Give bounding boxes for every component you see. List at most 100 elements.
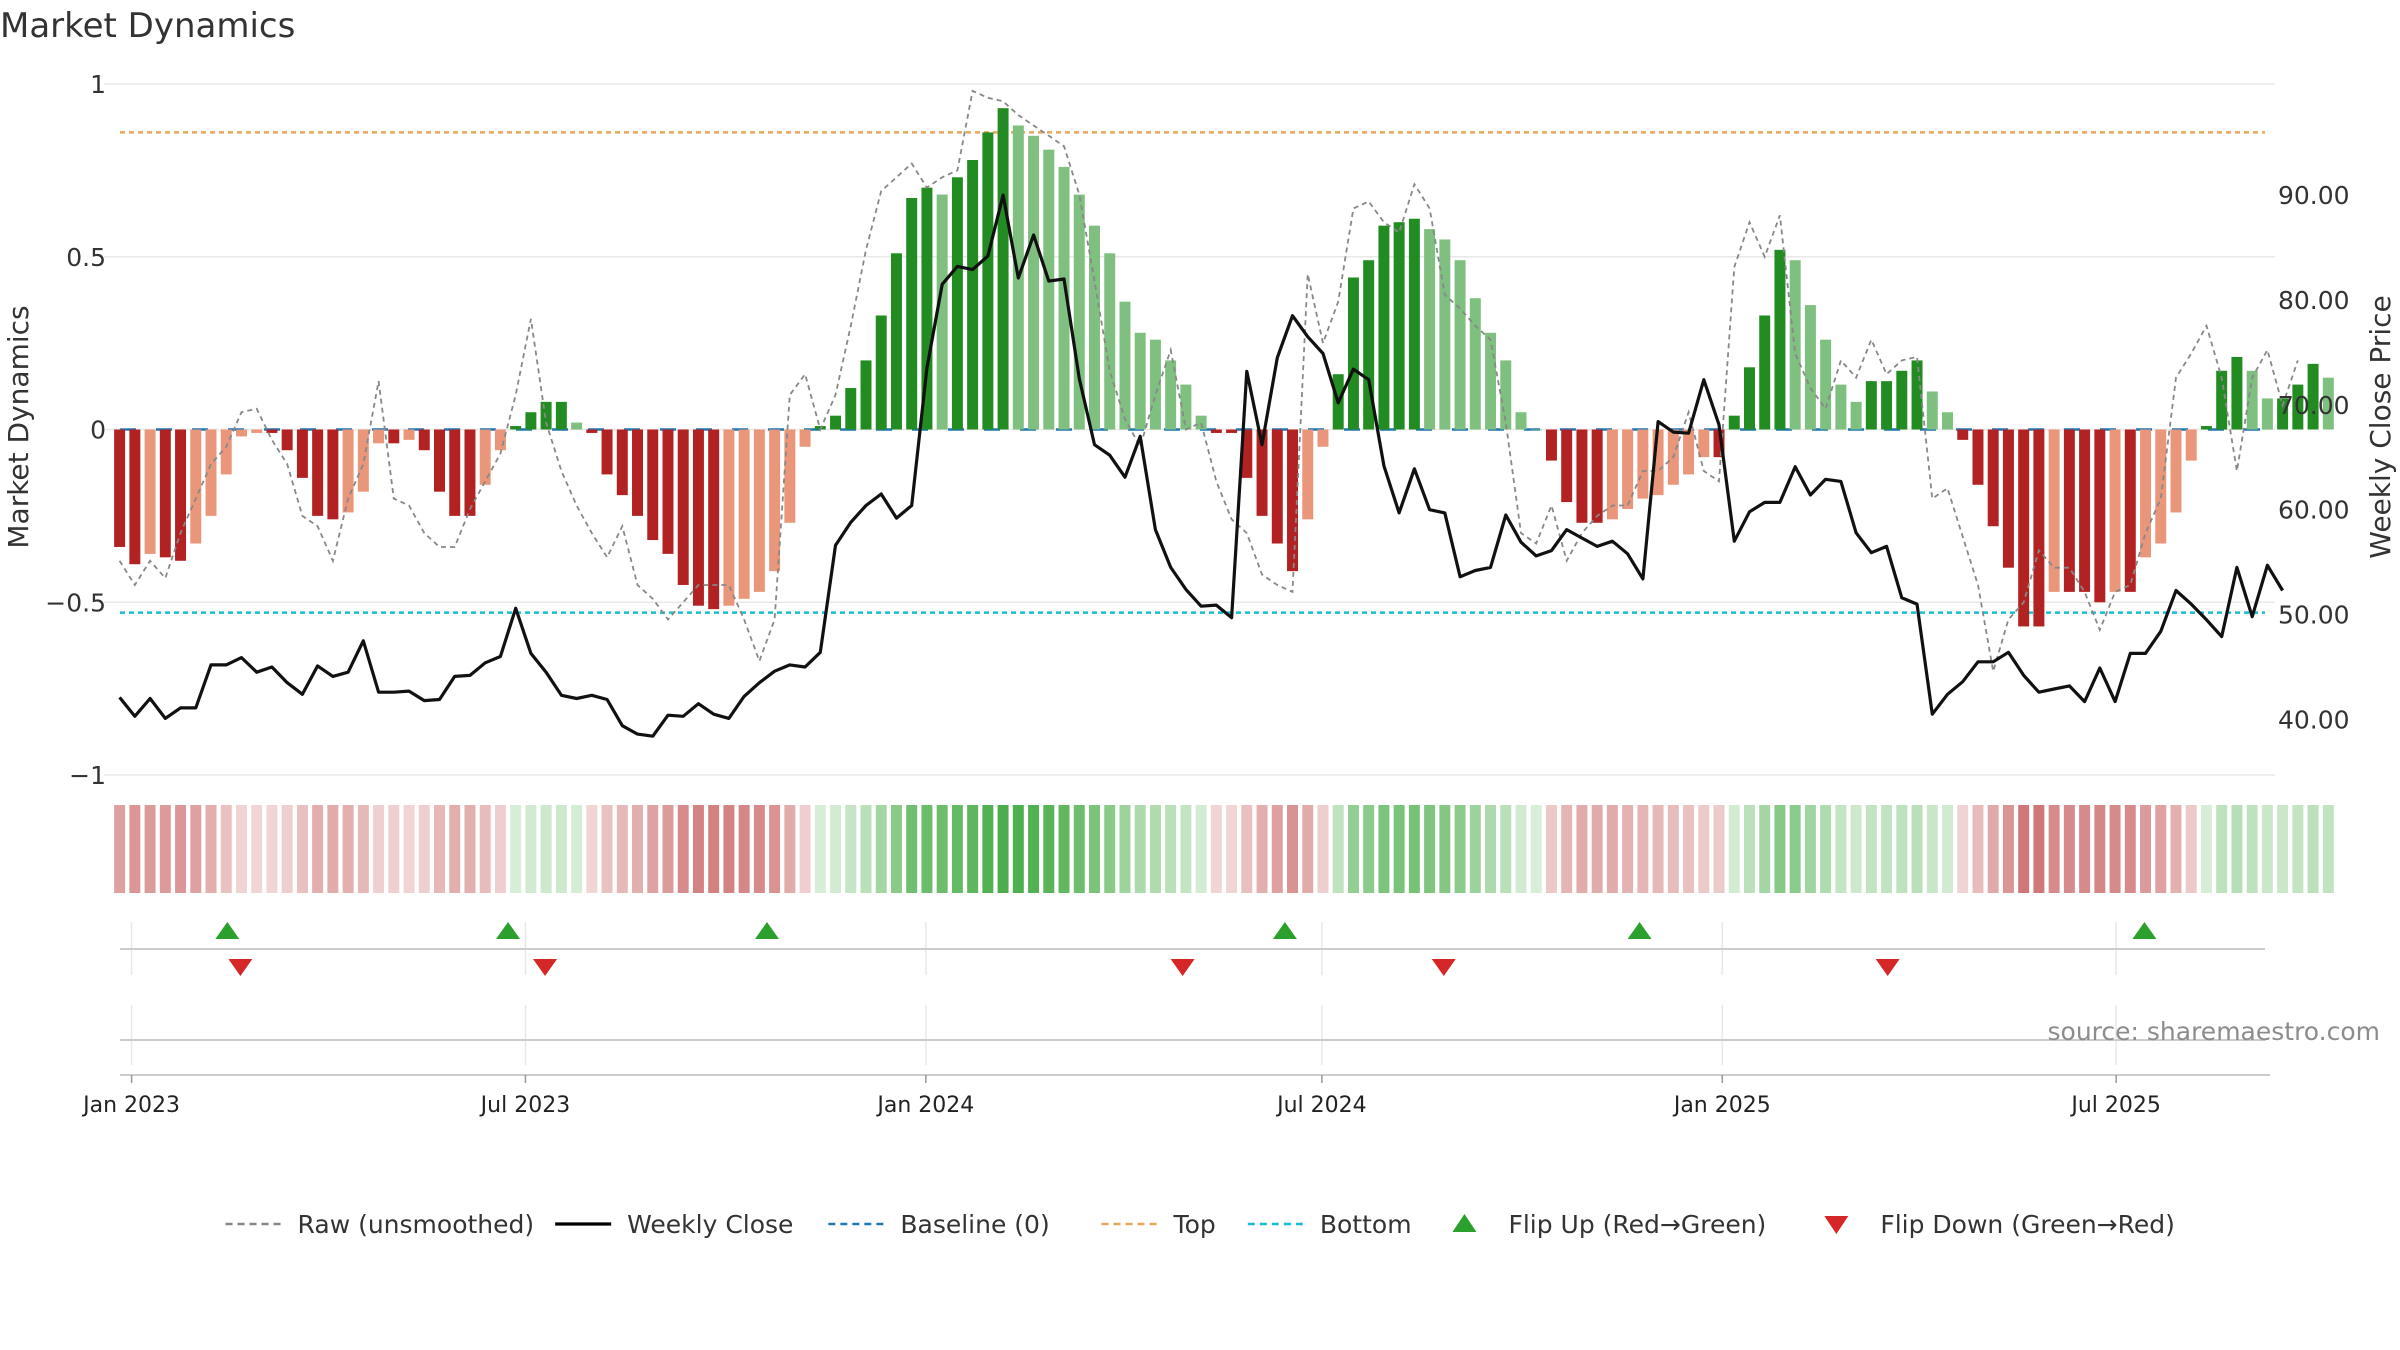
state-strip-cell [1012, 805, 1024, 893]
flip-down-marker [1170, 959, 1195, 976]
legend-label: Top [1173, 1210, 1216, 1239]
dynamics-bar [205, 429, 217, 516]
dynamics-bar [1469, 298, 1481, 430]
dynamics-bar [1028, 135, 1040, 430]
dynamics-bar [1500, 360, 1512, 430]
dynamics-bar [510, 426, 522, 430]
dynamics-bar [1850, 401, 1862, 430]
dynamics-bar [951, 177, 963, 430]
state-strip-cell [464, 805, 476, 893]
left-tick-label: 1 [90, 70, 106, 99]
state-strip-cell [708, 805, 720, 893]
state-strip-cell [1972, 805, 1984, 893]
dynamics-bar [1545, 429, 1557, 461]
raw-line [118, 89, 2299, 672]
dynamics-bar [2155, 429, 2167, 544]
legend-item: Weekly Close [555, 1210, 793, 1239]
dynamics-bar [2231, 356, 2243, 430]
state-strip-cell [1637, 805, 1649, 893]
dynamics-bar [1165, 360, 1177, 430]
state-strip-cell [312, 805, 324, 893]
dynamics-bar [1896, 370, 1908, 430]
state-strip-cell [1576, 805, 1588, 893]
state-strip-cell [890, 805, 902, 893]
state-strip-cell [1180, 805, 1192, 893]
dynamics-bar [2109, 429, 2121, 592]
dynamics-bar [1515, 412, 1527, 430]
close-series [118, 193, 2284, 738]
dynamics-bar [1485, 332, 1497, 430]
state-strip-cell [129, 805, 141, 893]
state-strip-cell [997, 805, 1009, 893]
dynamics-bar [677, 429, 689, 585]
dynamics-bar [1271, 429, 1283, 544]
state-strip-cell [1119, 805, 1131, 893]
dynamics-bar [1408, 218, 1420, 430]
dynamics-bar [2018, 429, 2030, 627]
state-strip-cell [1850, 805, 1862, 893]
dynamics-bar [921, 187, 933, 430]
dynamics-bar [175, 429, 187, 561]
dynamics-bar [1743, 367, 1755, 430]
state-strip-cell [2261, 805, 2273, 893]
dynamics-bar [1256, 429, 1268, 516]
state-strip-cell [1789, 805, 1801, 893]
state-strip-cell [2063, 805, 2075, 893]
dynamics-bar [266, 429, 278, 433]
state-strip-cell [632, 805, 644, 893]
legend-triangle-up-icon [1452, 1214, 1477, 1232]
state-strip-cell [845, 805, 857, 893]
state-strip-cell [540, 805, 552, 893]
legend-label: Bottom [1320, 1210, 1412, 1239]
dynamics-bar [1728, 415, 1740, 430]
dynamics-bar [1134, 332, 1146, 430]
legend-item: Top [1101, 1210, 1216, 1239]
state-strip-cell [1408, 805, 1420, 893]
state-strip-cell [982, 805, 994, 893]
raw-series [118, 89, 2299, 672]
state-strip-cell [951, 805, 963, 893]
state-strip-cell [342, 805, 354, 893]
state-strip-cell [1606, 805, 1618, 893]
state-strip-cell [1561, 805, 1573, 893]
state-strip-cell [2079, 805, 2091, 893]
dynamics-bar [2261, 398, 2273, 430]
dynamics-bar [2094, 429, 2106, 603]
state-strip-cell [434, 805, 445, 893]
dynamics-bar [1347, 277, 1359, 430]
state-strip-cell [1667, 805, 1679, 893]
flip-down-marker [533, 959, 558, 976]
dynamics-bar [997, 108, 1009, 430]
state-strip-cell [1530, 805, 1542, 893]
state-strip-cell [190, 805, 202, 893]
flip-down-marker [1875, 959, 1900, 976]
dynamics-bar [1576, 429, 1588, 523]
state-strip-cell [357, 805, 369, 893]
state-strip-cell [1698, 805, 1710, 893]
state-strip-cell [1743, 805, 1755, 893]
dynamics-bar [251, 429, 263, 433]
state-strip-cell [1926, 805, 1938, 893]
dynamics-bar [632, 429, 644, 516]
flip-up-marker [496, 922, 521, 939]
state-strip-cell [769, 805, 781, 893]
dynamics-bar [2322, 377, 2334, 430]
dynamics-bar [2140, 429, 2152, 558]
state-strip-cell [2185, 805, 2197, 893]
state-strip-cell [647, 805, 659, 893]
state-strip-cell [2200, 805, 2212, 893]
dynamics-bar [692, 429, 704, 606]
dynamics-bar [1835, 384, 1847, 430]
state-strip-cell [936, 805, 948, 893]
dynamics-bar [2185, 429, 2197, 461]
flip-up-marker [754, 922, 779, 939]
state-strip [114, 805, 2334, 893]
state-strip-cell [479, 805, 491, 893]
legend-item: Flip Down (Green→Red) [1824, 1210, 2175, 1239]
state-strip-cell [1545, 805, 1557, 893]
dynamics-bar [890, 253, 902, 430]
dynamics-bar [982, 132, 994, 430]
dynamics-bar [1972, 429, 1984, 485]
state-strip-cell [1896, 805, 1908, 893]
dynamics-bar [1226, 429, 1238, 433]
